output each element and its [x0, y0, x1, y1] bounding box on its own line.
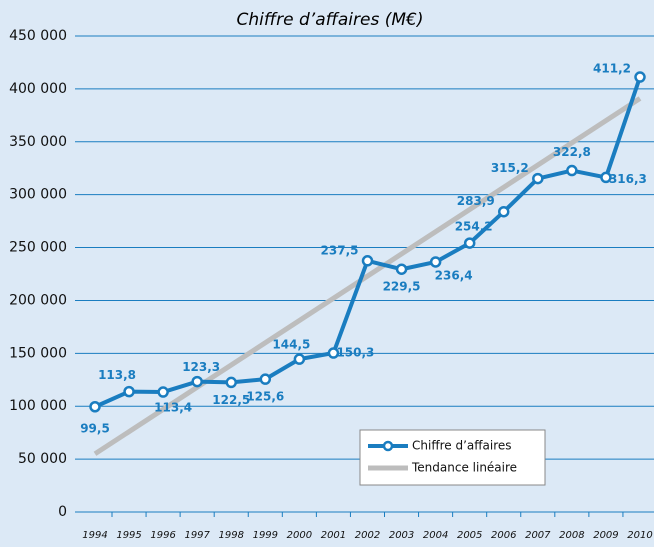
chart-title: Chiffre d’affaires (M€) — [237, 10, 424, 30]
x-tick-label: 2008 — [559, 530, 584, 541]
data-label: 99,5 — [80, 421, 110, 435]
data-point — [327, 347, 340, 359]
data-label: 315,2 — [491, 161, 529, 175]
data-point — [361, 255, 374, 267]
x-tick-label: 1999 — [253, 530, 278, 541]
data-label: 254,2 — [455, 220, 493, 234]
x-tick-label: 2004 — [423, 530, 448, 541]
y-tick-label: 200 000 — [9, 292, 67, 308]
legend-marker — [382, 440, 394, 452]
x-tick-label: 1997 — [184, 530, 210, 541]
data-label: 113,8 — [98, 368, 136, 382]
data-label: 411,2 — [593, 62, 631, 76]
y-tick-label: 400 000 — [9, 81, 67, 97]
data-label: 316,3 — [609, 172, 647, 186]
data-label: 123,3 — [182, 360, 220, 374]
legend-label: Chiffre d’affaires — [412, 439, 512, 453]
x-tick-label: 2002 — [355, 530, 380, 541]
data-label: 113,4 — [154, 401, 192, 415]
x-tick-label: 1998 — [219, 530, 244, 541]
data-point — [123, 385, 135, 398]
legend-box — [359, 429, 546, 486]
y-tick-label: 100 000 — [9, 398, 67, 414]
y-tick-label: 0 — [58, 504, 67, 520]
data-label: 283,9 — [457, 194, 495, 208]
data-label: 144,5 — [272, 338, 310, 352]
x-tick-label: 2003 — [389, 530, 414, 541]
x-tick-label: 2000 — [287, 530, 312, 541]
y-tick-label: 350 000 — [9, 134, 67, 150]
x-tick-label: 2007 — [525, 530, 551, 541]
data-label: 125,6 — [246, 390, 284, 404]
data-point — [532, 172, 544, 185]
data-label: 229,5 — [383, 280, 421, 294]
data-point — [395, 263, 408, 275]
data-label: 322,8 — [553, 145, 591, 159]
data-label: 236,4 — [435, 268, 473, 282]
data-point — [566, 164, 578, 177]
x-tick-label: 1996 — [150, 530, 175, 541]
data-label: 122,5 — [212, 393, 250, 407]
data-point — [225, 376, 237, 389]
data-point — [259, 373, 272, 385]
data-point — [600, 171, 612, 184]
legend-label: Tendance linéaire — [411, 461, 517, 475]
y-tick-label: 300 000 — [9, 187, 67, 203]
data-point — [157, 386, 169, 398]
data-label: 150,3 — [336, 346, 374, 360]
x-tick-label: 2009 — [593, 530, 618, 541]
y-tick-label: 250 000 — [9, 240, 67, 256]
y-tick-label: 450 000 — [9, 28, 67, 44]
data-point — [498, 205, 510, 218]
x-tick-label: 1995 — [116, 530, 141, 541]
data-point — [89, 401, 101, 413]
data-point — [634, 71, 646, 83]
data-point — [191, 375, 203, 388]
x-tick-label: 1994 — [82, 530, 107, 541]
data-label: 237,5 — [321, 243, 359, 257]
x-tick-label: 2006 — [491, 530, 516, 541]
data-point — [293, 353, 306, 365]
data-point — [429, 256, 442, 268]
x-tick-label: 2010 — [627, 530, 652, 541]
data-point — [463, 237, 476, 249]
y-tick-label: 150 000 — [9, 345, 67, 361]
trend-line — [93, 96, 642, 456]
x-tick-label: 2005 — [457, 530, 482, 541]
y-tick-label: 50 000 — [18, 451, 67, 467]
x-tick-label: 2001 — [321, 530, 346, 541]
